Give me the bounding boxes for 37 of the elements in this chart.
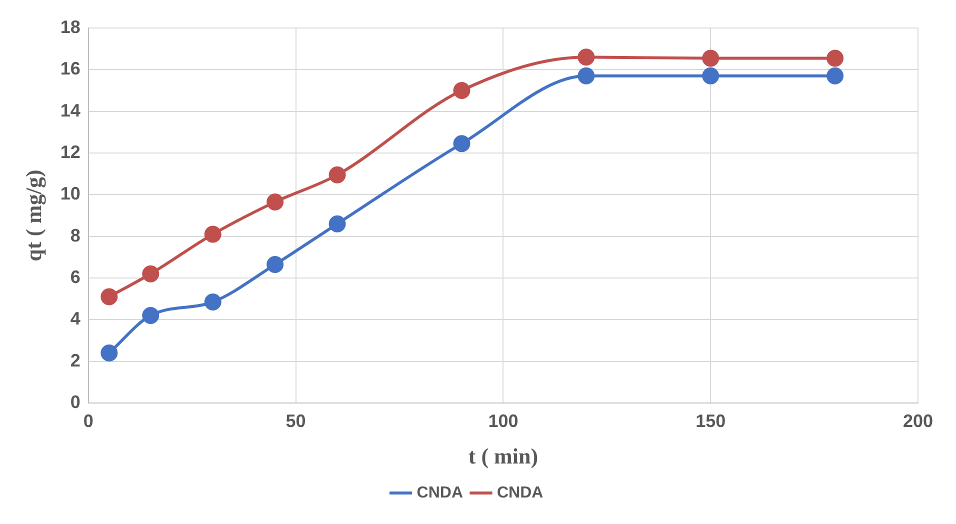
- y-tick-label: 18: [60, 16, 80, 37]
- y-tick-label: 2: [70, 350, 80, 370]
- point: [826, 50, 844, 67]
- x-tick-label: 200: [902, 410, 934, 431]
- point: [453, 82, 470, 99]
- x-tick-label: 50: [286, 410, 306, 431]
- point: [204, 293, 222, 310]
- point: [266, 256, 284, 273]
- y-tick-label: 0: [70, 392, 80, 412]
- x-tick-label: 100: [488, 410, 518, 431]
- y-tick-label: 10: [60, 184, 80, 204]
- point: [142, 307, 160, 324]
- x-tick-label: 150: [696, 410, 726, 431]
- x-tick-label: 0: [83, 410, 94, 431]
- y-tick-label: 4: [70, 308, 80, 329]
- point: [578, 67, 595, 84]
- x-axis-title: t ( min): [468, 443, 538, 468]
- point: [578, 48, 595, 66]
- y-tick-label: 8: [70, 225, 80, 246]
- point: [702, 67, 720, 84]
- point: [204, 226, 222, 243]
- legend-label: CNDA: [416, 484, 464, 502]
- point: [328, 215, 346, 232]
- y-tick-label: 14: [60, 100, 80, 120]
- point: [328, 166, 346, 184]
- y-tick-label: 16: [60, 58, 80, 79]
- legend-label: CNDA: [497, 484, 544, 502]
- y-tick-label: 6: [70, 266, 80, 287]
- y-axis-title: qt ( mg/g): [20, 170, 46, 262]
- point: [453, 135, 470, 152]
- point: [142, 265, 160, 282]
- point: [100, 288, 118, 306]
- point: [266, 193, 284, 210]
- point: [702, 50, 720, 67]
- y-tick-label: 12: [60, 142, 80, 162]
- point: [826, 67, 844, 84]
- point: [100, 344, 118, 362]
